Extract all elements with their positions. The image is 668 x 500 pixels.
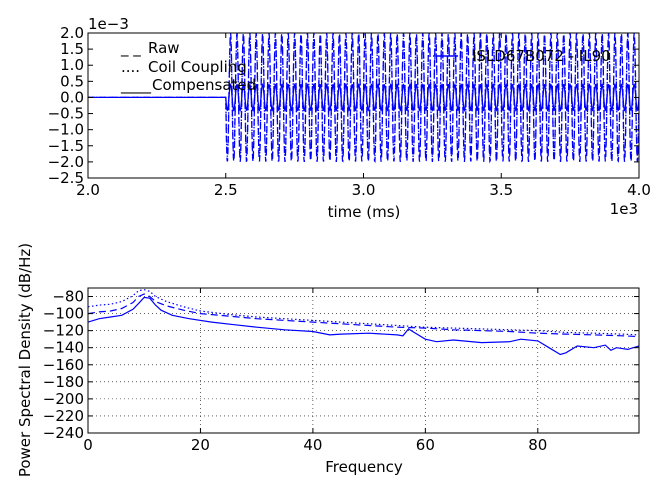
x-tick-label: 20 [191, 436, 210, 454]
x-multiplier-label: 1e3 [610, 200, 638, 218]
y-tick-label: −2.5 [48, 169, 84, 187]
time-series-chart: 2.0 2.5 3.0 3.5 4.02.01.51.00.50.0−0.5−1.0−1… [48, 15, 651, 221]
time-xlabel: time (ms) [328, 203, 401, 221]
y-tick-label: −140 [43, 339, 84, 357]
x-tick-label: 2.0 [76, 181, 100, 199]
psd-series-dotted [88, 289, 639, 336]
psd-chart-frame [87, 287, 640, 434]
x-tick-label: 40 [303, 436, 322, 454]
y-tick-label: 1.5 [60, 40, 84, 58]
y-tick-label: 2.0 [60, 24, 84, 42]
y-multiplier-label: 1e−3 [88, 15, 129, 33]
psd-series-solid [88, 296, 639, 356]
legend-label-coil-coupling: Coil Coupling [148, 58, 247, 76]
x-tick-label: 60 [416, 436, 435, 454]
y-tick-label: −2.0 [48, 153, 84, 171]
psd-chart: 0 20 40 60 80 −80−100−120−140−160−180−200−220… [16, 243, 640, 477]
x-tick-label: 2.5 [214, 181, 238, 199]
y-tick-label: 0.0 [60, 88, 84, 106]
y-tick-label: −100 [43, 305, 84, 323]
legend: _ _ Raw .... Coil Coupling ____ Compensa… [120, 39, 256, 95]
annotation-label: ISLD67B072 - IL90 [472, 47, 611, 65]
annotation-box: ISLD67B072 - IL90 [433, 47, 611, 65]
legend-line-sample-compensated: ____ [120, 76, 152, 95]
y-tick-label: −240 [43, 424, 84, 442]
psd-xlabel: Frequency [325, 458, 403, 476]
x-tick-label: 0 [83, 436, 93, 454]
y-tick-label: −80 [52, 288, 84, 306]
legend-item-compensated: ____ Compensated [120, 76, 256, 95]
y-tick-label: 0.5 [60, 72, 84, 90]
y-tick-label: −220 [43, 407, 84, 425]
legend-item-coil-coupling: .... Coil Coupling [121, 58, 247, 76]
x-tick-label: 80 [528, 436, 547, 454]
y-tick-label: −180 [43, 373, 84, 391]
series-line-compensated [88, 82, 639, 112]
x-tick-label: 3.5 [489, 181, 513, 199]
psd-series-dashed [88, 293, 639, 338]
x-tick-label: 3.0 [352, 181, 376, 199]
legend-item-raw: _ _ Raw [120, 39, 180, 58]
legend-line-sample-coil-coupling: .... [121, 58, 140, 76]
y-tick-label: −160 [43, 356, 84, 374]
y-tick-label: 1.0 [60, 56, 84, 74]
y-tick-label: −1.5 [48, 137, 84, 155]
y-tick-label: −1.0 [48, 121, 84, 139]
legend-label-raw: Raw [148, 39, 180, 57]
y-tick-label: −0.5 [48, 105, 84, 123]
y-tick-label: −120 [43, 322, 84, 340]
x-tick-label: 4.0 [627, 181, 651, 199]
legend-label-compensated: Compensated [152, 76, 256, 94]
psd-ylabel: Power Spectral Density (dB/Hz) [16, 243, 34, 477]
y-tick-label: −200 [43, 390, 84, 408]
legend-line-sample-raw: _ _ [120, 39, 141, 58]
